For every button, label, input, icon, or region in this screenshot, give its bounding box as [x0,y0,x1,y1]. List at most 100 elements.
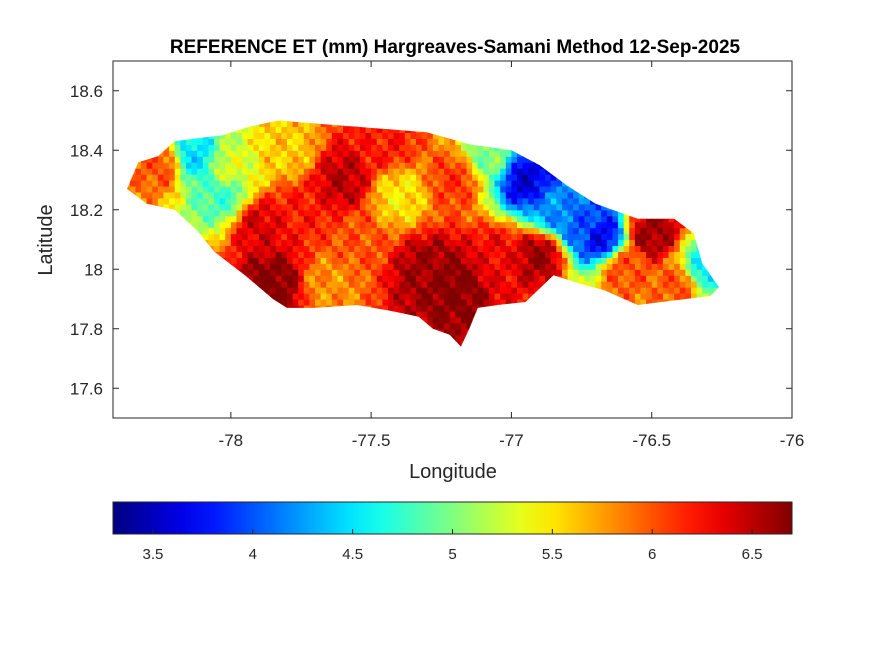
et-cell [449,269,456,276]
et-cell [679,257,686,264]
et-cell [157,168,165,175]
et-cell [331,168,339,175]
et-cell [275,251,282,258]
et-cell [174,174,181,181]
et-cell [292,162,299,169]
et-cell [376,150,383,157]
et-cell [185,191,193,199]
et-cell [410,174,417,181]
et-cell [421,156,428,163]
et-cell [455,322,462,330]
et-cell [208,191,215,199]
et-cell [432,150,440,157]
et-cell [517,203,524,211]
et-cell [404,174,412,181]
et-cell [410,239,417,247]
et-cell [477,245,484,252]
et-cell [427,203,434,211]
et-cell [219,162,226,169]
et-cell [488,281,496,288]
et-cell [404,156,412,163]
et-cell [320,168,327,175]
et-cell [180,185,187,193]
et-cell [657,281,664,288]
et-cell [494,180,501,187]
et-cell [690,251,698,258]
et-cell [657,293,664,300]
et-cell [258,144,266,151]
et-cell [253,185,260,193]
et-cell [371,162,378,169]
et-cell [348,132,355,139]
et-cell [545,269,552,276]
et-cell [410,251,417,258]
et-cell [264,144,271,151]
et-cell [573,227,580,235]
et-cell [634,245,642,252]
et-cell [343,293,350,300]
et-cell [337,132,344,139]
et-cell [343,126,350,133]
et-cell [208,185,215,193]
et-cell [601,209,608,217]
et-cell [606,215,614,223]
et-cell [219,191,226,199]
et-cell [393,156,400,163]
et-cell [354,180,361,187]
et-cell [449,275,456,282]
et-cell [253,150,260,157]
et-cell [303,191,310,199]
et-cell [612,215,619,223]
et-cell [309,263,316,270]
et-cell [258,227,266,235]
et-cell [253,174,260,181]
et-cell [511,299,518,306]
et-cell [286,263,294,270]
et-cell [399,257,406,264]
et-cell [432,156,440,163]
et-cell [337,287,344,294]
et-cell [286,126,294,133]
et-cell [230,150,238,157]
et-cell [421,251,428,258]
et-cell [320,239,327,247]
et-cell [460,293,468,300]
et-cell [309,156,316,163]
et-cell [354,275,361,282]
et-cell [331,251,339,258]
et-cell [281,209,288,217]
et-cell [477,185,484,193]
et-cell [292,269,299,276]
et-cell [455,150,462,157]
et-cell [416,269,423,276]
et-cell [225,221,232,229]
et-cell [455,269,462,276]
et-cell [343,185,350,193]
et-cell [505,191,513,199]
et-cell [270,162,277,169]
et-cell [214,168,221,175]
et-cell [449,322,456,330]
et-cell [303,185,310,193]
et-cell [180,144,187,151]
et-cell [219,221,226,229]
et-cell [421,275,428,282]
et-cell [511,191,518,199]
et-cell [191,156,198,163]
et-cell [387,233,395,241]
et-cell [253,180,260,187]
et-cell [275,168,282,175]
et-cell [438,310,445,318]
et-cell [561,233,569,241]
et-cell [533,191,541,199]
et-cell [427,180,434,187]
et-cell [320,209,327,217]
et-cell [539,251,546,258]
et-cell [618,287,625,294]
et-cell [662,281,670,288]
et-cell [371,281,378,288]
et-cell [214,245,221,252]
et-cell [455,191,462,199]
et-cell [449,191,456,199]
et-cell [539,281,546,288]
